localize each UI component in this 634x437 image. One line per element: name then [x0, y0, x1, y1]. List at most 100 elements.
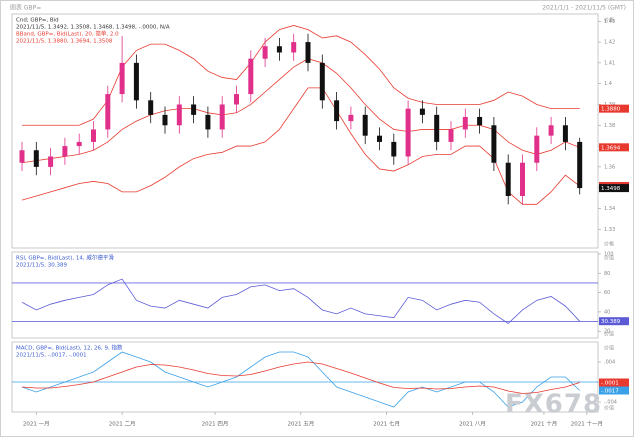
x-tick-label: 2021 七月: [373, 420, 400, 428]
candle-body: [577, 141, 583, 189]
last-value-box: [599, 386, 629, 395]
candle-body: [19, 150, 25, 163]
x-tick-label: 2021 八月: [459, 421, 486, 428]
x-tick-label: 2021 十一月: [571, 420, 603, 428]
candle-body: [462, 116, 468, 130]
candle-body: [477, 116, 483, 126]
candle-body: [534, 135, 540, 163]
y-tick-label: .004: [604, 360, 615, 366]
last-value-label: -.0001: [601, 381, 619, 387]
axis-label: 价值: [604, 405, 614, 412]
y-tick-label: 1.41: [604, 60, 615, 66]
last-value-box: [599, 317, 629, 326]
panel-title: RSI, GBP=, Bid(Last), 14, 威尔德平滑: [16, 254, 114, 262]
series-line: [21, 278, 580, 325]
header-left: 图表 GBP=: [10, 4, 41, 12]
y-tick-label: 1.36: [604, 164, 615, 170]
candle-body: [548, 125, 554, 136]
y-tick-label: 100: [604, 251, 614, 257]
x-tick-label: 2021 四月: [202, 421, 229, 428]
series-line: [21, 87, 580, 205]
candle-body: [362, 114, 368, 136]
last-value-label: 1.3498: [601, 186, 621, 192]
candle-body: [291, 42, 297, 53]
last-value-label: -.0017: [601, 389, 619, 395]
candle-body: [562, 125, 568, 142]
axis-label: 价值: [604, 255, 614, 262]
panel-subtitle: 2021/11/5, 30.389: [16, 263, 67, 269]
candle-body: [219, 104, 225, 130]
candle-body: [505, 162, 511, 196]
axis-label: 价值: [604, 331, 614, 338]
candle-body: [248, 58, 254, 95]
panel-subtitle: 2021/11/5, -.0017, -.0001: [16, 353, 87, 359]
candle-body: [348, 114, 354, 122]
y-tick-label: 1.33: [604, 227, 615, 233]
candle-body: [491, 125, 497, 163]
candle-body: [33, 150, 39, 167]
candle-body: [148, 100, 154, 115]
series-line: [22, 25, 580, 126]
x-tick-label: 2021 五月: [287, 421, 314, 428]
overlay-title: BBand, GBP=, Bid(Last), 20, 简单, 2.0: [16, 30, 119, 38]
y-tick-label: 1.34: [604, 206, 615, 212]
panel-title: MACD, GBP=, Bid(Last), 12, 26, 9, 指数: [16, 344, 123, 352]
header-right: 2021/1/1 - 2021/11/5 (GMT): [542, 5, 626, 12]
last-value-box: [599, 184, 629, 193]
candle-body: [176, 104, 182, 126]
panel-frame: [11, 251, 599, 339]
candle-body: [319, 62, 325, 101]
candle-body: [377, 135, 382, 142]
candle-body: [205, 114, 211, 130]
axis-label: 价格: [604, 17, 614, 24]
candle-body: [48, 156, 54, 167]
panel-frame: [11, 13, 599, 249]
candle-body: [276, 46, 282, 53]
candle-body: [234, 94, 239, 105]
candle-body: [391, 141, 397, 157]
candle-body: [105, 94, 111, 130]
x-tick-label: 2021 一月: [23, 421, 50, 428]
last-value-label: 1.3694: [601, 145, 621, 151]
y-tick-label: 1.43: [604, 19, 615, 25]
y-tick-label: 40: [604, 309, 610, 315]
series-line: [21, 58, 580, 164]
candle-body: [162, 114, 168, 126]
last-value-label: 1.3880: [601, 107, 621, 113]
candle-body: [520, 162, 525, 196]
series-line: [21, 351, 580, 408]
panel-frame: [11, 341, 599, 413]
last-value-label: 30.389: [601, 319, 621, 325]
candle-body: [334, 100, 340, 122]
candle-body: [405, 108, 411, 157]
x-tick-label: 2021 十月: [531, 420, 558, 428]
candle-body: [133, 62, 139, 101]
candle-body: [262, 46, 268, 59]
candle-body: [62, 146, 68, 157]
candle-body: [434, 114, 440, 142]
candle-body: [305, 42, 311, 63]
y-tick-label: 1.4: [604, 81, 612, 87]
overlay-subtitle: 2021/11/5, 1.3880, 1.3694, 1.3508: [16, 39, 113, 45]
y-tick-label: -.004: [604, 400, 617, 406]
x-tick-label: 2021 二月: [109, 421, 136, 428]
series-line: [21, 361, 580, 394]
y-tick-label: 1.38: [604, 123, 615, 129]
candle-body: [119, 62, 125, 95]
y-tick-label: 60: [604, 290, 610, 296]
candle-body: [448, 129, 454, 142]
candle-body: [419, 108, 425, 115]
candle-body: [91, 129, 96, 142]
axis-label: 价格: [604, 241, 614, 248]
last-value-box: [599, 104, 629, 113]
last-value-box: [599, 143, 629, 152]
candle-body: [76, 141, 82, 147]
last-value-box: [599, 378, 629, 387]
watermark: FX678: [505, 390, 602, 420]
y-tick-label: 80: [604, 271, 610, 277]
panel-title: Cnd; GBP=, Bid: [16, 18, 59, 24]
panel-subtitle: 2021/11/5, 1.3492, 1.3508, 1.3468, 1.349…: [16, 25, 170, 31]
y-tick-label: 20: [604, 329, 610, 335]
